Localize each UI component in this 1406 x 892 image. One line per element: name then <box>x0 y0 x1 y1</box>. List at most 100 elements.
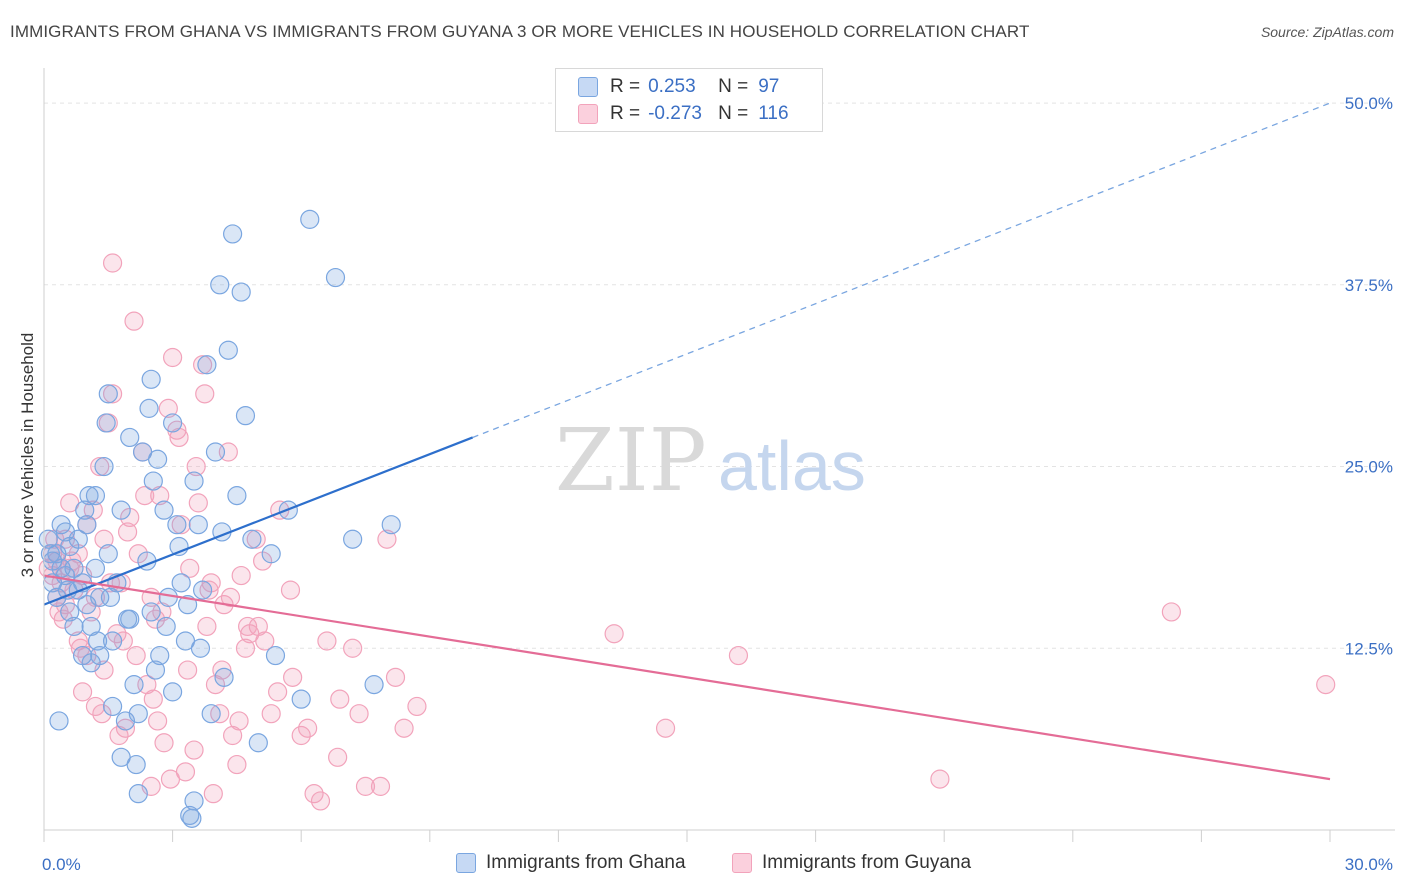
ghana-point <box>94 456 114 477</box>
ghana-point <box>90 587 110 607</box>
ghana-point <box>124 675 144 695</box>
ghana-point <box>68 529 88 549</box>
n-label: N = <box>718 103 749 124</box>
ghana-point <box>231 282 251 302</box>
ghana-point <box>150 645 170 666</box>
chart-title: IMMIGRANTS FROM GHANA VS IMMIGRANTS FROM… <box>10 22 1030 41</box>
guyana-point <box>255 631 275 651</box>
ghana-point <box>102 631 123 651</box>
ghana-point <box>143 471 163 491</box>
ghana-point <box>120 427 140 448</box>
ghana-point <box>141 369 161 389</box>
guyana-point <box>147 711 168 731</box>
guyana-regression-line <box>43 574 1331 781</box>
y-tick-label: 12.5% <box>1345 639 1393 658</box>
ghana-r-value: 0.253 <box>648 76 696 97</box>
guyana-point <box>117 522 138 542</box>
grid-layer <box>44 102 1395 649</box>
ghana-legend-label: Immigrants from Ghana <box>486 852 686 873</box>
guyana-point <box>85 696 106 717</box>
guyana-point <box>113 631 133 651</box>
ghana-point <box>182 808 202 828</box>
guyana-point <box>102 253 123 273</box>
ghana-swatch <box>578 77 598 97</box>
ghana-point <box>242 529 262 549</box>
guyana-point <box>310 791 331 811</box>
ghana-point <box>227 486 247 506</box>
guyana-point <box>197 616 217 637</box>
watermark: ZIP atlas <box>555 411 866 511</box>
ghana-point <box>261 544 281 564</box>
ghana-point <box>223 224 243 244</box>
ghana-point <box>158 587 178 607</box>
ghana-point <box>184 471 204 491</box>
x-tick-label-max: 30.0% <box>1345 855 1393 874</box>
guyana-point <box>604 624 624 644</box>
guyana-point <box>328 747 348 767</box>
guyana-point <box>291 725 311 746</box>
guyana-point <box>158 398 178 418</box>
ghana-point <box>188 515 208 535</box>
ghana-point <box>156 616 176 637</box>
r-label: R = <box>610 76 641 97</box>
guyana-legend-swatch <box>732 853 752 873</box>
ghana-point <box>64 558 84 578</box>
guyana-n-value: 116 <box>758 103 789 124</box>
guyana-point <box>186 456 206 477</box>
ghana-point <box>117 609 138 629</box>
ghana-point <box>102 696 123 717</box>
ghana-point <box>190 638 211 658</box>
guyana-point <box>188 493 208 513</box>
ghana-point <box>178 595 198 615</box>
ghana-point <box>214 667 234 687</box>
guyana-point <box>304 784 324 804</box>
guyana-point <box>143 689 163 709</box>
guyana-point <box>94 529 114 549</box>
guyana-point <box>930 769 950 789</box>
ghana-point <box>64 616 84 637</box>
guyana-point <box>283 667 303 687</box>
guyana-point <box>235 638 256 658</box>
ghana-point <box>325 267 346 288</box>
ghana-point <box>60 602 80 622</box>
ghana-point <box>145 660 166 680</box>
ghana-point <box>111 500 131 520</box>
guyana-point <box>298 718 318 738</box>
ghana-point <box>98 384 118 404</box>
guyana-point <box>184 740 204 760</box>
ghana-point <box>126 754 146 775</box>
guyana-point <box>231 565 251 586</box>
guyana-point <box>268 682 288 702</box>
ghana-point <box>265 645 286 666</box>
guyana-point <box>261 704 281 724</box>
guyana-point <box>124 311 144 331</box>
ghana-point <box>90 645 110 666</box>
guyana-point <box>377 529 397 549</box>
watermark-zip: ZIP <box>555 411 707 511</box>
guyana-point <box>370 776 391 796</box>
ghana-point <box>193 580 213 600</box>
axis-layer: 12.5% 25.0% 37.5% 50.0% 0.0% 30.0% <box>42 68 1395 874</box>
y-tick-label: 50.0% <box>1345 94 1393 113</box>
guyana-point <box>102 384 123 404</box>
guyana-point <box>343 638 363 658</box>
ghana-point <box>364 675 384 695</box>
guyana-point <box>229 711 249 731</box>
y-tick-label: 25.0% <box>1345 458 1393 477</box>
y-tick-label: 37.5% <box>1345 276 1393 295</box>
guyana-point <box>330 689 350 709</box>
legend-row-ghana: R = 0.253 N = 97 <box>578 75 779 99</box>
guyana-swatch <box>578 104 598 124</box>
bottom-legend-guyana: Immigrants from Guyana <box>732 852 971 874</box>
guyana-point <box>238 616 258 637</box>
ghana-point <box>128 784 148 804</box>
ghana-point <box>139 398 159 418</box>
chart-source: Source: ZipAtlas.com <box>1260 24 1394 40</box>
ghana-point <box>147 449 168 469</box>
ghana-point <box>163 413 183 433</box>
ghana-point <box>98 544 118 564</box>
guyana-point <box>193 355 213 375</box>
guyana-point <box>135 486 155 506</box>
ghana-point <box>180 805 200 826</box>
ghana-point <box>201 704 221 724</box>
